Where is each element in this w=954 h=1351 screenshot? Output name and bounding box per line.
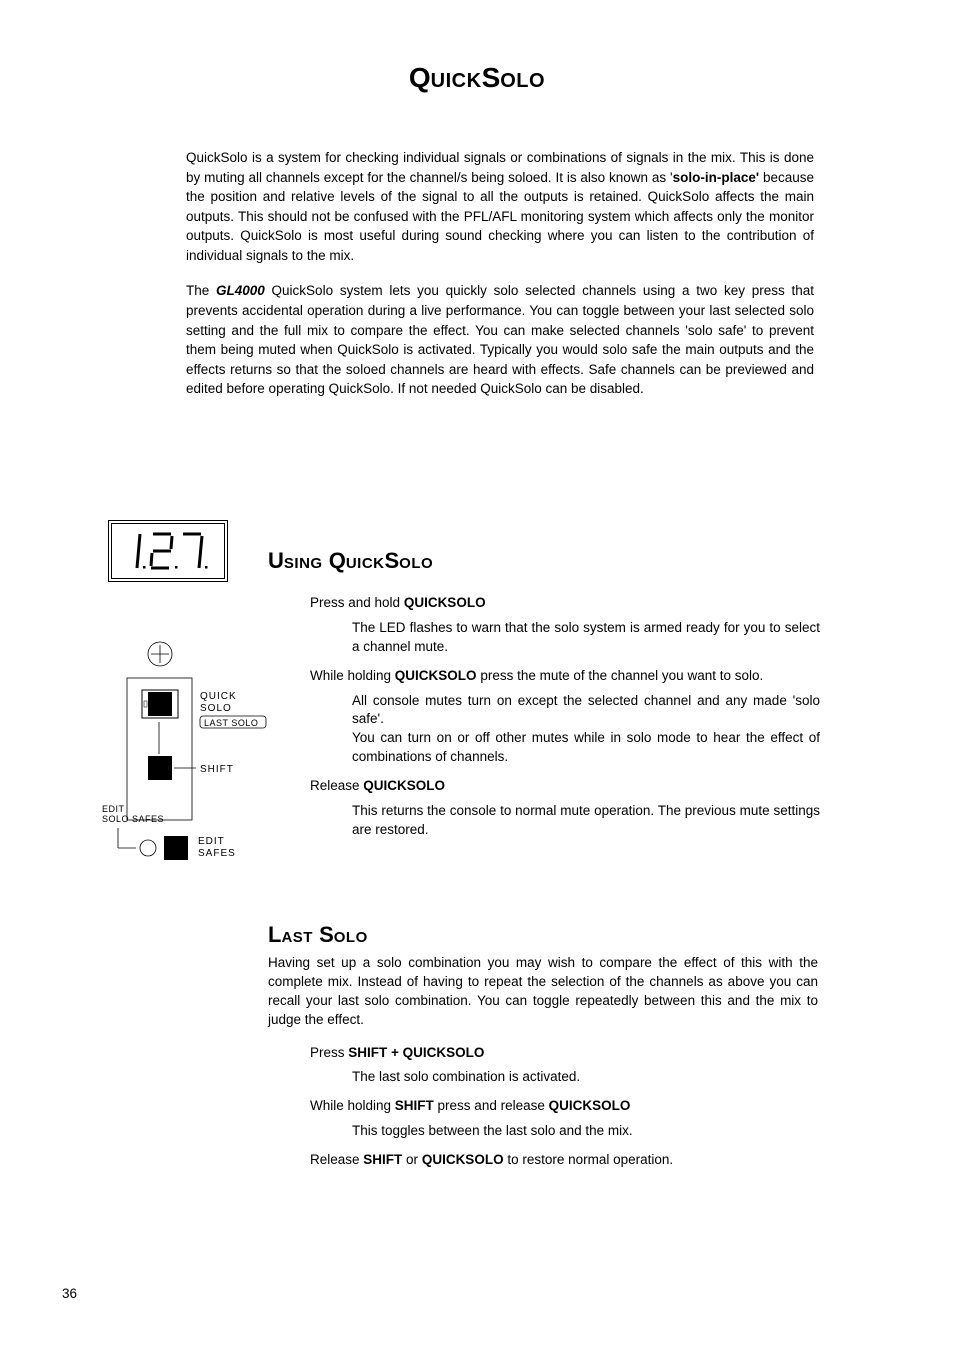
cmd-key: QUICKSOLO [404, 595, 486, 610]
lcd-svg [123, 530, 213, 572]
intro-bold: solo-in-place' [673, 170, 759, 185]
intro-block: QuickSolo is a system for checking indiv… [186, 148, 814, 415]
step-cmd: Release SHIFT or QUICKSOLO to restore no… [310, 1151, 818, 1170]
cmd-key: QUICKSOLO [395, 668, 477, 683]
lastsolo-heading: LAST SOLO [268, 922, 368, 948]
label-solo: SOLO [200, 703, 232, 714]
cmd-text: Release [310, 778, 363, 793]
cmd-text: or [402, 1152, 422, 1167]
h2-cap: S [384, 548, 399, 573]
label-edit2: EDIT [198, 836, 225, 847]
cmd-text: Release [310, 1152, 363, 1167]
cmd-key: QUICKSOLO [549, 1098, 631, 1113]
h2-cap: Q [323, 548, 346, 573]
h2-sc: OLO [334, 929, 368, 946]
intro-para-2: The GL4000 QuickSolo system lets you qui… [186, 281, 814, 398]
cmd-text: While holding [310, 1098, 395, 1113]
lastsolo-block: Having set up a solo combination you may… [268, 954, 818, 1176]
cmd-key: SHIFT + QUICKSOLO [348, 1045, 484, 1060]
h2-cap: S [313, 922, 334, 947]
using-block: Press and hold QUICKSOLO The LED flashes… [310, 588, 820, 850]
step-sub: The last solo combination is activated. [352, 1068, 818, 1087]
title-cap2: S [482, 62, 501, 93]
h2-sc: AST [281, 929, 313, 946]
intro-text: QuickSolo system lets you quickly solo s… [186, 283, 814, 396]
step-sub: You can turn on or off other mutes while… [352, 729, 820, 767]
h2-sc: OLO [399, 555, 433, 572]
step-sub: The LED flashes to warn that the solo sy… [352, 619, 820, 657]
step-cmd: Press and hold QUICKSOLO [310, 594, 820, 613]
label-shift: SHIFT [200, 764, 234, 775]
label-solo-safes: SOLO SAFES [102, 814, 164, 824]
step-cmd: Release QUICKSOLO [310, 777, 820, 796]
h2-sc: UICK [346, 555, 385, 572]
step-sub: This returns the console to normal mute … [352, 802, 820, 840]
label-quick: QUICK [200, 691, 237, 702]
cmd-key: SHIFT [395, 1098, 434, 1113]
cmd-text: Press and hold [310, 595, 404, 610]
intro-para-1: QuickSolo is a system for checking indiv… [186, 148, 814, 265]
cmd-text: Press [310, 1045, 348, 1060]
cmd-text: to restore normal operation. [504, 1152, 674, 1167]
label-edit: EDIT [102, 804, 125, 814]
panel-svg: QUICK SOLO LAST SOLO SHIFT EDIT SOLO SAF… [102, 634, 282, 894]
label-safes: SAFES [198, 848, 236, 859]
h2-cap: U [268, 548, 284, 573]
page-title: QUICKSOLO [0, 0, 954, 94]
cmd-key: QUICKSOLO [422, 1152, 504, 1167]
cmd-key: QUICKSOLO [363, 778, 445, 793]
title-sc1: UICK [431, 70, 482, 92]
cmd-text: press the mute of the channel you want t… [477, 668, 764, 683]
h2-sc: SING [284, 555, 323, 572]
cmd-key: SHIFT [363, 1152, 402, 1167]
lastsolo-para: Having set up a solo combination you may… [268, 954, 818, 1030]
step-cmd: While holding SHIFT press and release QU… [310, 1097, 818, 1116]
lcd-display [108, 520, 228, 582]
step-sub: All console mutes turn on except the sel… [352, 692, 820, 730]
step-sub: This toggles between the last solo and t… [352, 1122, 818, 1141]
step-cmd: While holding QUICKSOLO press the mute o… [310, 667, 820, 686]
page-number: 36 [62, 1286, 77, 1301]
intro-model: GL4000 [216, 283, 265, 298]
using-heading: USING QUICKSOLO [268, 548, 433, 574]
intro-text: The [186, 283, 216, 298]
h2-cap: L [268, 922, 281, 947]
cmd-text: press and release [434, 1098, 549, 1113]
label-last-solo: LAST SOLO [204, 718, 258, 728]
title-sc2: OLO [500, 70, 545, 92]
button-panel-diagram: QUICK SOLO LAST SOLO SHIFT EDIT SOLO SAF… [102, 634, 282, 894]
step-cmd: Press SHIFT + QUICKSOLO [310, 1044, 818, 1063]
title-cap1: Q [409, 62, 431, 93]
cmd-text: While holding [310, 668, 395, 683]
